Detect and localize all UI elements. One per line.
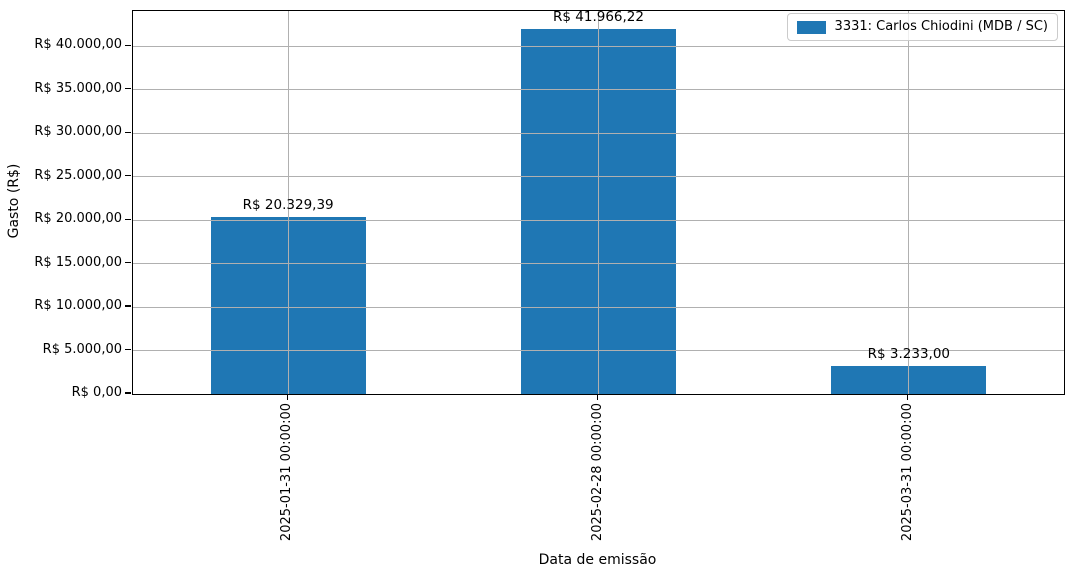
y-tick-mark [125,44,131,46]
y-tick-label: R$ 25.000,00 [34,167,122,183]
x-axis-title: Data de emissão [538,552,657,568]
x-gridline [908,11,910,394]
y-tick-label: R$ 30.000,00 [34,124,122,140]
legend: 3331: Carlos Chiodini (MDB / SC) [786,13,1058,41]
bar-value-label: R$ 3.233,00 [867,345,951,362]
y-tick-label: R$ 10.000,00 [34,298,122,314]
bar-value-label: R$ 41.966,22 [553,9,644,26]
x-tick-mark [907,394,909,400]
plot-area: R$ 20.329,39 R$ 41.966,22 R$ 3.233,00 [132,9,1065,395]
x-tick-label: 2025-02-28 00:00:00 [589,403,605,542]
x-tick-label: 2025-01-31 00:00:00 [279,403,295,542]
y-tick-label: R$ 35.000,00 [34,80,122,96]
x-tick-mark [596,394,599,400]
y-tick-mark [125,88,131,90]
y-tick-mark [125,348,131,351]
legend-label: 3331: Carlos Chiodini (MDB / SC) [834,19,1048,34]
y-tick-label: R$ 5.000,00 [42,341,122,357]
y-tick-mark [125,218,131,220]
x-gridline [598,11,599,394]
bar-value-label: R$ 20.329,39 [242,197,334,214]
y-tick-label: R$ 40.000,00 [34,37,122,53]
y-tick-label: R$ 20.000,00 [34,211,122,227]
y-tick-mark [125,262,131,264]
y-tick-mark [125,175,131,177]
y-tick-mark [125,131,131,133]
x-tick-mark [286,394,288,400]
x-gridline [287,11,289,394]
x-tick-label: 2025-03-31 00:00:00 [899,403,915,542]
y-tick-mark [125,392,131,394]
legend-color-swatch [796,20,826,34]
y-tick-label: R$ 0,00 [71,385,122,400]
y-tick-label: R$ 15.000,00 [34,254,122,270]
y-tick-mark [125,305,131,307]
